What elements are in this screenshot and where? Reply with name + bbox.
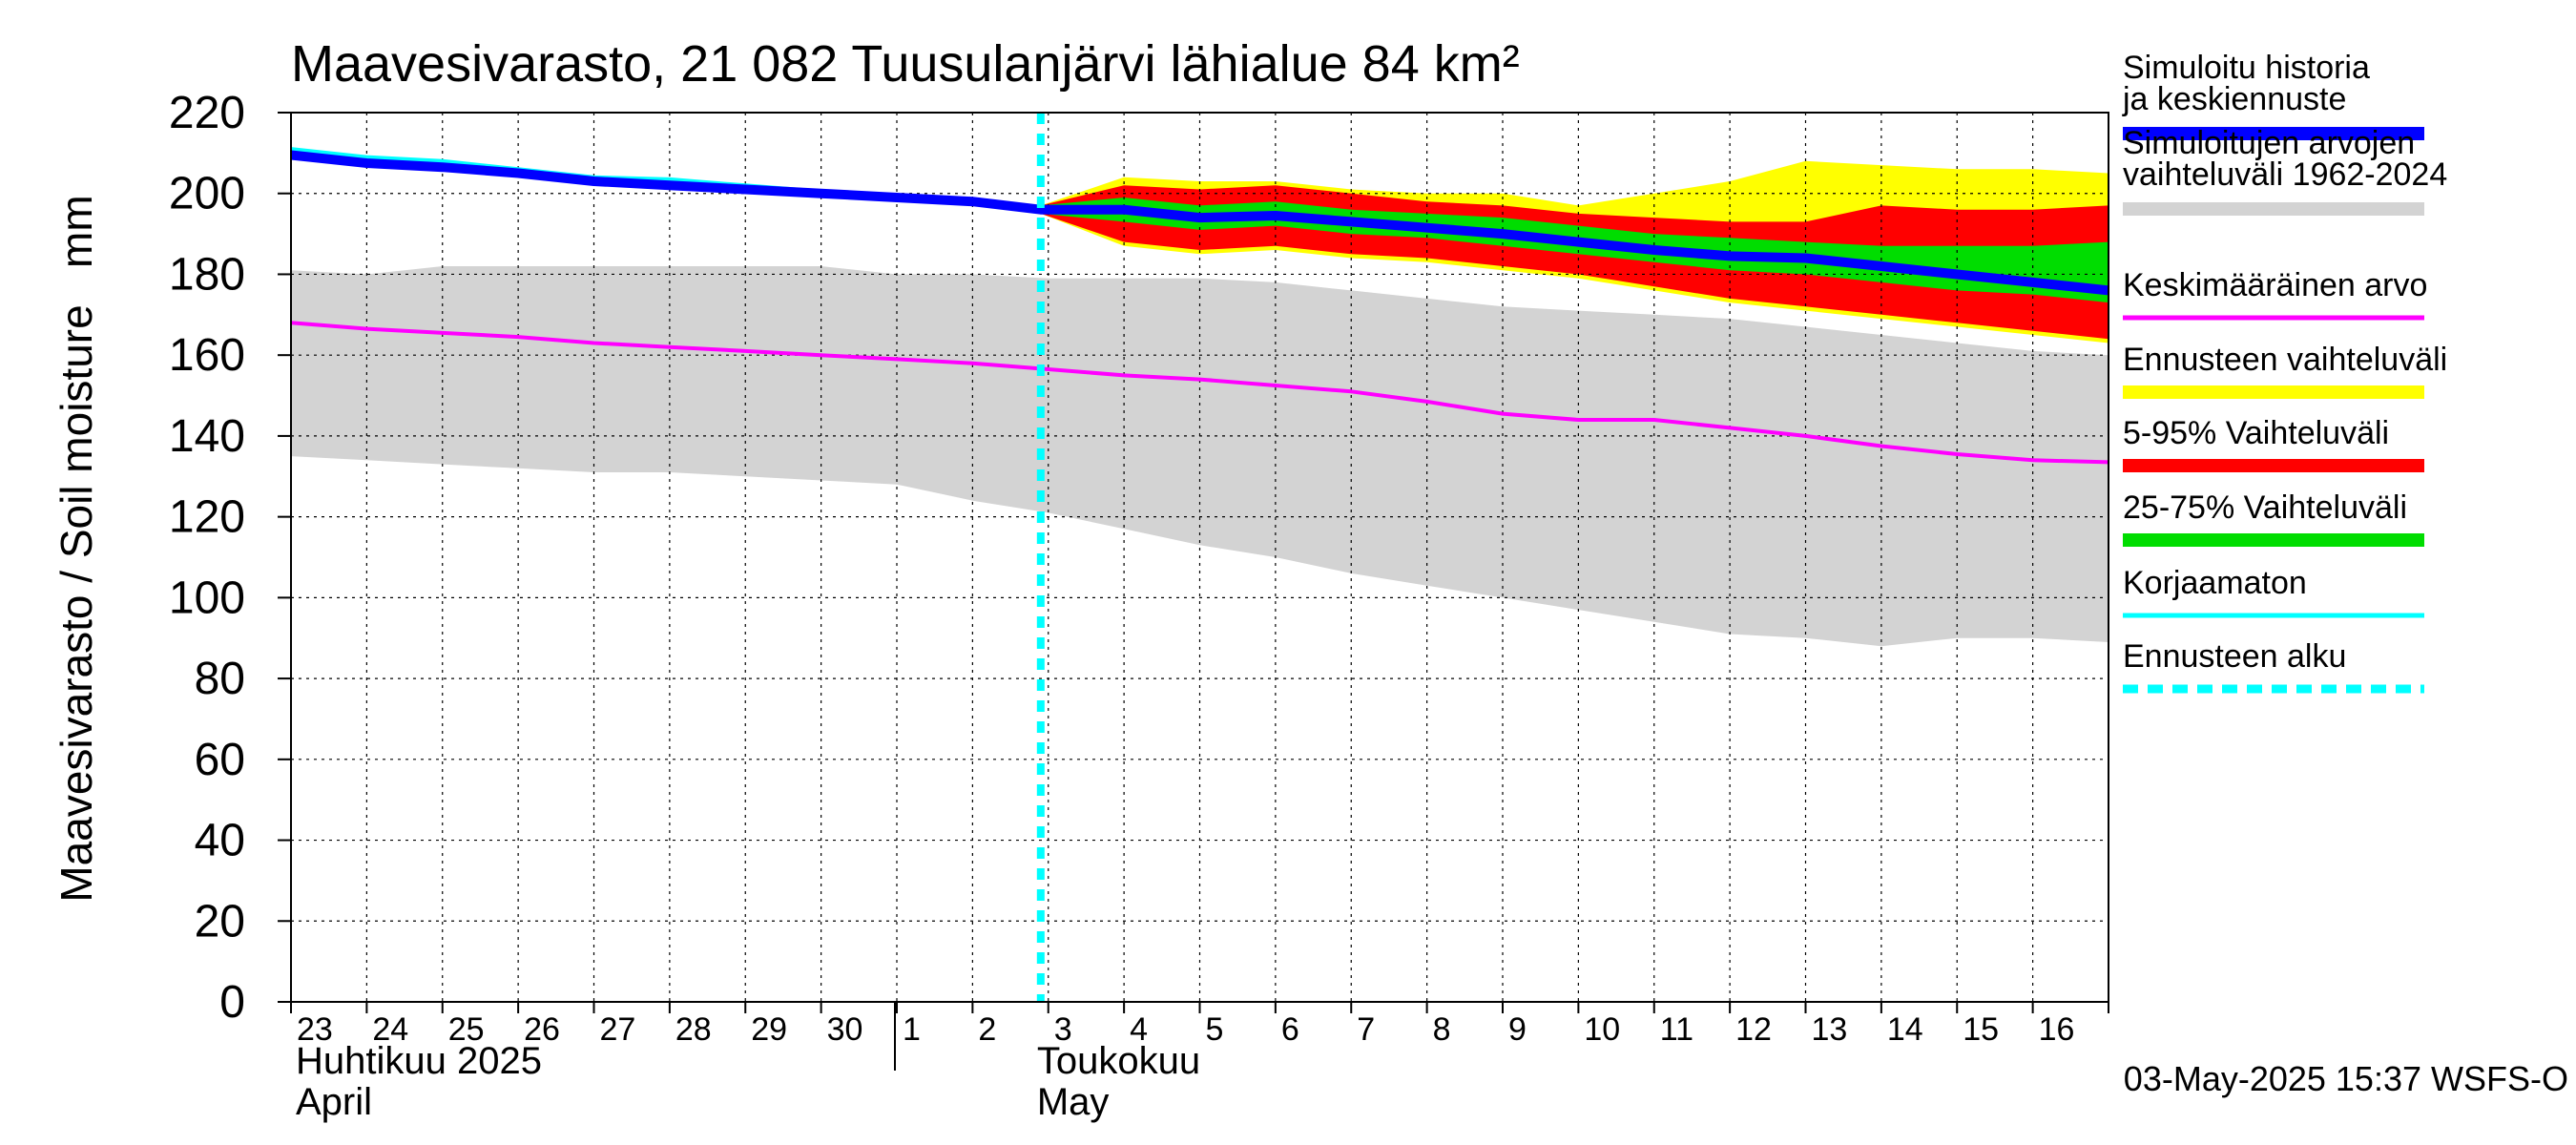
y-tick-label: 120 xyxy=(169,492,245,543)
legend-label: Simuloitujen arvojen xyxy=(2123,125,2415,161)
series-line-0 xyxy=(290,321,2109,465)
x-tick-label: 6 xyxy=(1281,1011,1299,1048)
x-tick-label: 5 xyxy=(1206,1011,1224,1048)
lines-layer xyxy=(290,113,2109,1002)
x-tick-label: 2 xyxy=(978,1011,996,1048)
month-label-en: April xyxy=(296,1081,372,1123)
x-tick-label: 1 xyxy=(903,1011,921,1048)
month-label-fi: Toukokuu xyxy=(1037,1040,1200,1082)
legend-item: Ennusteen vaihteluväli xyxy=(2123,342,2447,399)
x-tick-label: 13 xyxy=(1812,1011,1848,1048)
y-tick-label: 60 xyxy=(195,735,245,785)
y-tick-label: 100 xyxy=(169,572,245,623)
x-tick-label: 26 xyxy=(524,1011,560,1048)
y-tick-label: 180 xyxy=(169,249,245,300)
legend-label: Simuloitu historia xyxy=(2123,50,2370,86)
x-tick-label: 8 xyxy=(1433,1011,1451,1048)
legend-label: Ennusteen vaihteluväli xyxy=(2123,342,2447,378)
y-axis-label: Maavesivarasto / Soil moisture mm xyxy=(52,195,101,902)
legend-item: 5-95% Vaihteluväli xyxy=(2123,415,2424,472)
legend-item: 25-75% Vaihteluväli xyxy=(2123,489,2424,547)
legend-label: Keskimääräinen arvo xyxy=(2123,267,2427,303)
legend-label: ja keskiennuste xyxy=(2122,81,2346,117)
y-tick-label: 160 xyxy=(169,330,245,381)
band-3 xyxy=(1040,198,2109,303)
x-tick-label: 4 xyxy=(1130,1011,1148,1048)
x-tick-label: 30 xyxy=(827,1011,863,1048)
x-tick-label: 29 xyxy=(751,1011,787,1048)
legend-label: vaihteluväli 1962-2024 xyxy=(2123,156,2447,193)
y-tick-label: 40 xyxy=(195,816,245,866)
footer-timestamp: 03-May-2025 15:37 WSFS-O xyxy=(2124,1059,2568,1098)
chart-title: Maavesivarasto, 21 082 Tuusulanjärvi läh… xyxy=(291,35,1520,93)
x-tick-label: 15 xyxy=(1963,1011,1999,1048)
legend-label: Korjaamaton xyxy=(2123,565,2307,601)
legend-item: Ennusteen alku xyxy=(2123,638,2424,694)
grid-layer xyxy=(291,113,2109,1002)
month-label-en: May xyxy=(1037,1081,1110,1123)
legend-item: Korjaamaton xyxy=(2123,565,2424,618)
x-tick-label: 10 xyxy=(1584,1011,1620,1048)
x-tick-label: 27 xyxy=(600,1011,636,1048)
x-tick-label: 24 xyxy=(372,1011,408,1048)
x-tick-label: 9 xyxy=(1508,1011,1527,1048)
x-tick-label: 7 xyxy=(1357,1011,1375,1048)
series-line-2 xyxy=(290,150,2109,296)
x-tick-label: 25 xyxy=(448,1011,485,1048)
y-tick-label: 140 xyxy=(169,411,245,462)
x-tick-label: 14 xyxy=(1887,1011,1923,1048)
x-tick-label: 23 xyxy=(297,1011,333,1048)
y-tick-label: 80 xyxy=(195,654,245,704)
y-tick-label: 20 xyxy=(195,896,245,947)
x-tick-label: 11 xyxy=(1660,1011,1693,1048)
y-tick-label: 200 xyxy=(169,169,245,219)
x-tick-label: 3 xyxy=(1054,1011,1072,1048)
legend-label: 25-75% Vaihteluväli xyxy=(2123,489,2407,526)
legend-item: Keskimääräinen arvo xyxy=(2123,267,2427,321)
legend-label: Ennusteen alku xyxy=(2123,638,2346,675)
x-tick-label: 12 xyxy=(1735,1011,1772,1048)
y-tick-label: 0 xyxy=(219,977,245,1028)
y-tick-label: 220 xyxy=(169,88,245,138)
month-label-fi: Huhtikuu 2025 xyxy=(296,1040,542,1082)
legend-label: 5-95% Vaihteluväli xyxy=(2123,415,2389,451)
x-tick-label: 28 xyxy=(675,1011,712,1048)
x-tick-label: 16 xyxy=(2039,1011,2075,1048)
